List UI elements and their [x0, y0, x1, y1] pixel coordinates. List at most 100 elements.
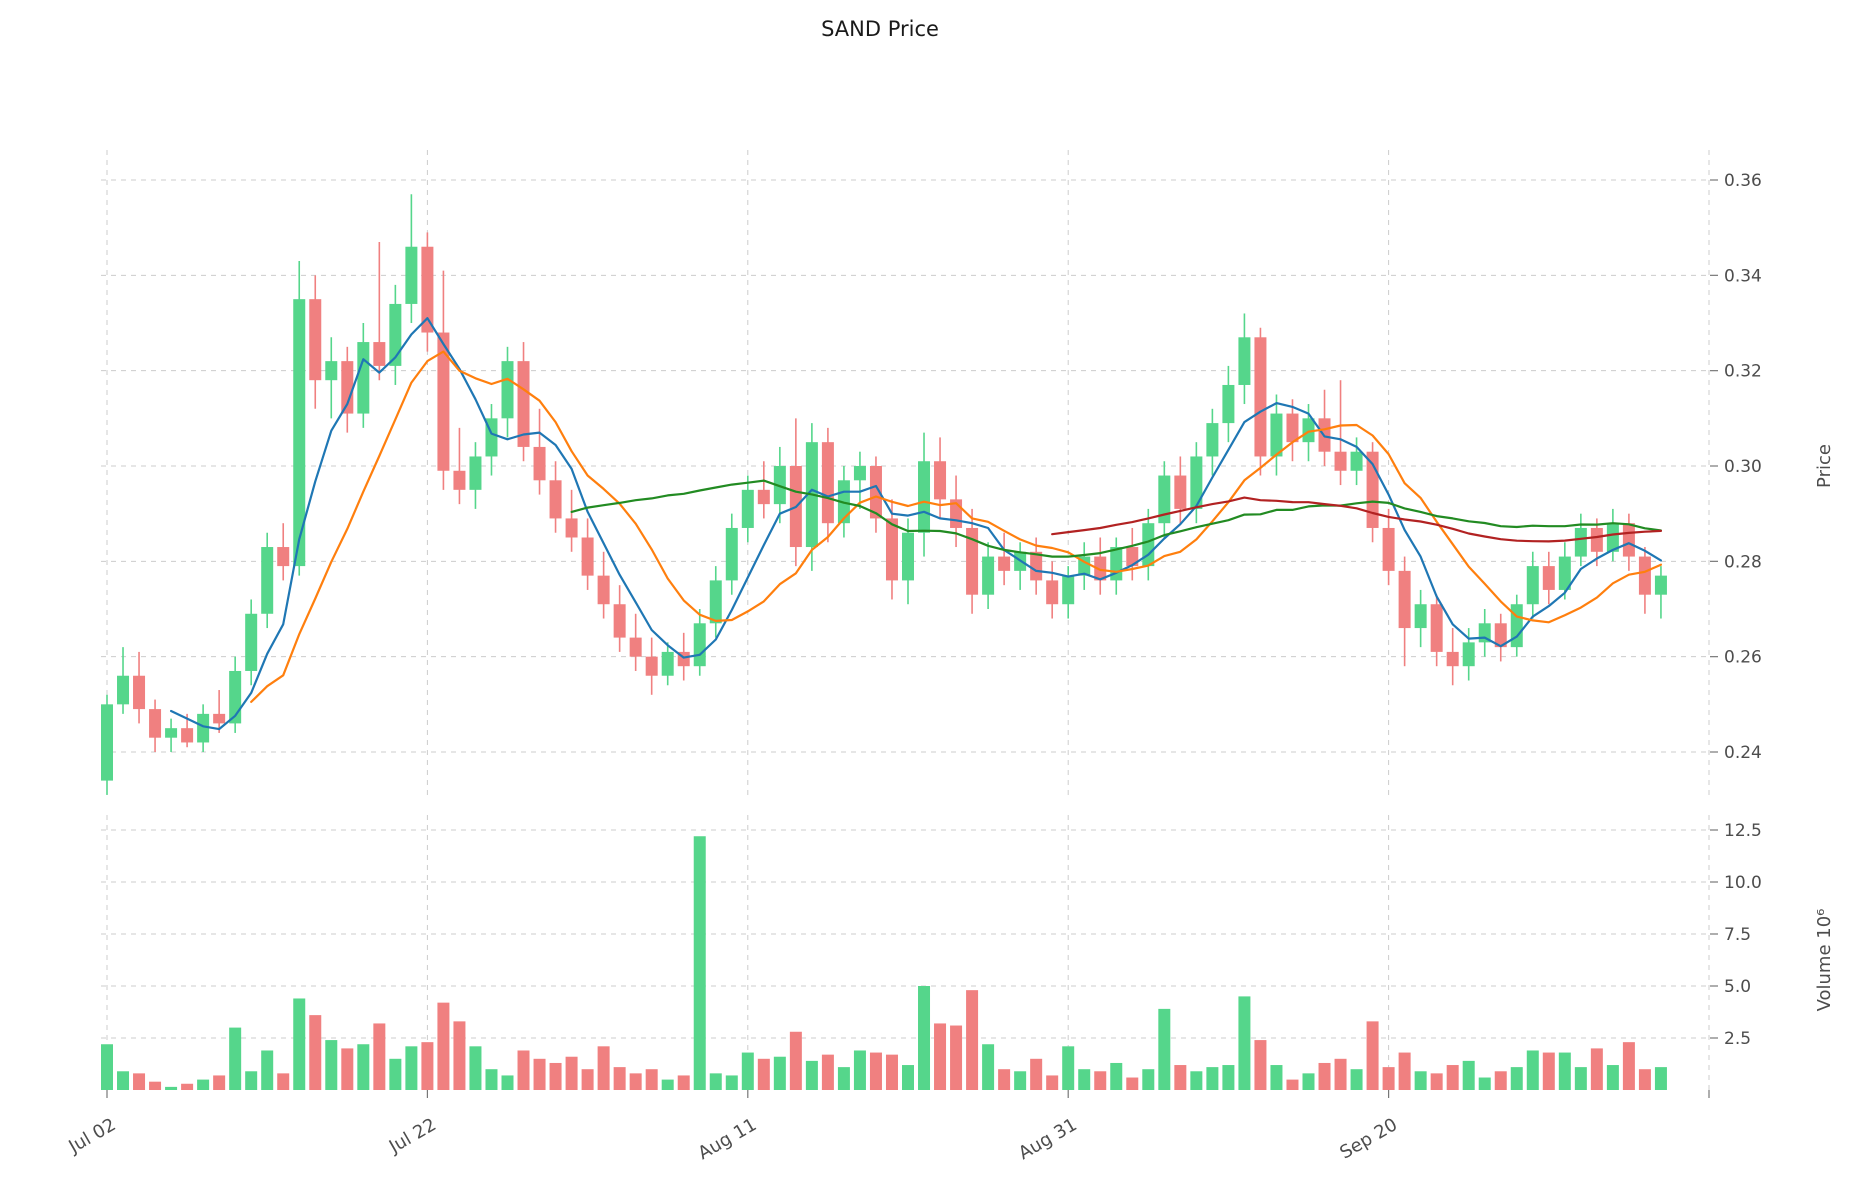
- volume-axis-label: Volume 10⁶: [1814, 909, 1835, 1012]
- volume-bar: [757, 1058, 770, 1090]
- volume-bar: [837, 1067, 850, 1090]
- candle-body: [1590, 527, 1603, 552]
- candle-body: [629, 637, 642, 657]
- candle-body: [1654, 575, 1667, 595]
- volume-bar: [1398, 1052, 1411, 1090]
- candle-body: [1398, 570, 1411, 629]
- price-tick-label: 0.26: [1724, 648, 1762, 668]
- volume-bar: [501, 1075, 514, 1090]
- volume-bar: [709, 1073, 722, 1090]
- volume-bar: [725, 1075, 738, 1090]
- candle-body: [918, 461, 931, 533]
- volume-bar: [405, 1046, 418, 1090]
- candle-body: [998, 556, 1011, 571]
- candle-body: [1286, 413, 1299, 443]
- candle-body: [1542, 566, 1555, 590]
- volume-bars: [101, 836, 1667, 1090]
- volume-bar: [197, 1079, 210, 1090]
- volume-bar: [133, 1073, 146, 1090]
- candle-body: [693, 623, 706, 667]
- volume-bar: [1366, 1021, 1379, 1090]
- volume-bar: [1142, 1069, 1155, 1090]
- price-axis-label: Price: [1814, 444, 1835, 488]
- volume-bar: [1350, 1069, 1363, 1090]
- volume-bar: [1574, 1067, 1587, 1090]
- volume-bar: [1494, 1071, 1507, 1090]
- volume-bar: [1158, 1008, 1171, 1090]
- candle-body: [661, 651, 674, 676]
- volume-bar: [453, 1021, 466, 1090]
- volume-bar: [341, 1048, 354, 1090]
- candle-body: [757, 489, 770, 505]
- volume-bar: [966, 990, 979, 1090]
- candle-body: [133, 675, 146, 710]
- candle-body: [741, 489, 754, 528]
- volume-bar: [1638, 1069, 1651, 1090]
- ma-line-60: [1051, 496, 1663, 543]
- volume-bar: [261, 1050, 274, 1090]
- candle-body: [293, 299, 306, 567]
- candle-body: [1574, 527, 1587, 557]
- candle-body: [1558, 556, 1571, 590]
- volume-bar: [181, 1083, 194, 1090]
- candle-body: [1030, 551, 1043, 581]
- volume-bar: [245, 1071, 258, 1090]
- candle-body: [1158, 475, 1171, 524]
- candle-body: [325, 361, 338, 381]
- volume-bar: [741, 1052, 754, 1090]
- candle-body: [1062, 575, 1075, 605]
- candle-body: [966, 527, 979, 595]
- volume-bar: [1286, 1079, 1299, 1090]
- volume-bar: [821, 1054, 834, 1090]
- candle-body: [165, 728, 178, 738]
- candle-body: [1222, 384, 1235, 424]
- candle-body: [437, 332, 450, 471]
- ma-line-10: [250, 350, 1663, 704]
- volume-tick-label: 7.5: [1724, 925, 1751, 945]
- candle-body: [1190, 456, 1203, 509]
- volume-bar: [773, 1056, 786, 1090]
- candle-body: [1350, 451, 1363, 471]
- chart-title: SAND Price: [821, 17, 939, 41]
- volume-bar: [1302, 1073, 1315, 1090]
- candle-body: [613, 604, 626, 638]
- candle-body: [1270, 413, 1283, 457]
- price-tick-label: 0.24: [1724, 743, 1762, 763]
- volume-bar: [309, 1015, 322, 1090]
- candle-body: [821, 442, 834, 524]
- candle-body: [1622, 523, 1635, 557]
- volume-bar: [1062, 1046, 1075, 1090]
- volume-bar: [549, 1062, 562, 1090]
- candle-body: [709, 580, 722, 624]
- volume-bar: [1590, 1048, 1603, 1090]
- candle-body: [309, 299, 322, 381]
- volume-bar: [325, 1040, 338, 1090]
- volume-bar: [389, 1058, 402, 1090]
- candle-body: [885, 518, 898, 581]
- candle-body: [934, 461, 947, 500]
- volume-bar: [1382, 1067, 1395, 1090]
- volume-bar: [1174, 1065, 1187, 1090]
- candle-body: [1382, 527, 1395, 571]
- volume-bar: [1622, 1042, 1635, 1090]
- volume-bar: [1270, 1065, 1283, 1090]
- volume-bar: [869, 1052, 882, 1090]
- candle-body: [853, 466, 866, 481]
- candle-body: [869, 466, 882, 519]
- volume-bar: [677, 1075, 690, 1090]
- candle-body: [1094, 556, 1107, 581]
- price-tick-label: 0.28: [1724, 552, 1762, 572]
- candle-body: [1446, 651, 1459, 667]
- volume-bar: [1254, 1040, 1267, 1090]
- volume-bar: [661, 1079, 674, 1090]
- candle-body: [277, 547, 290, 567]
- candle-body: [101, 704, 113, 781]
- ma-line-5: [170, 317, 1663, 731]
- candle-body: [1126, 547, 1139, 567]
- x-tick-label: Aug 31: [1015, 1114, 1081, 1164]
- volume-bar: [149, 1081, 162, 1090]
- volume-bar: [581, 1069, 594, 1090]
- volume-bar: [1462, 1060, 1475, 1090]
- volume-bar: [1190, 1071, 1203, 1090]
